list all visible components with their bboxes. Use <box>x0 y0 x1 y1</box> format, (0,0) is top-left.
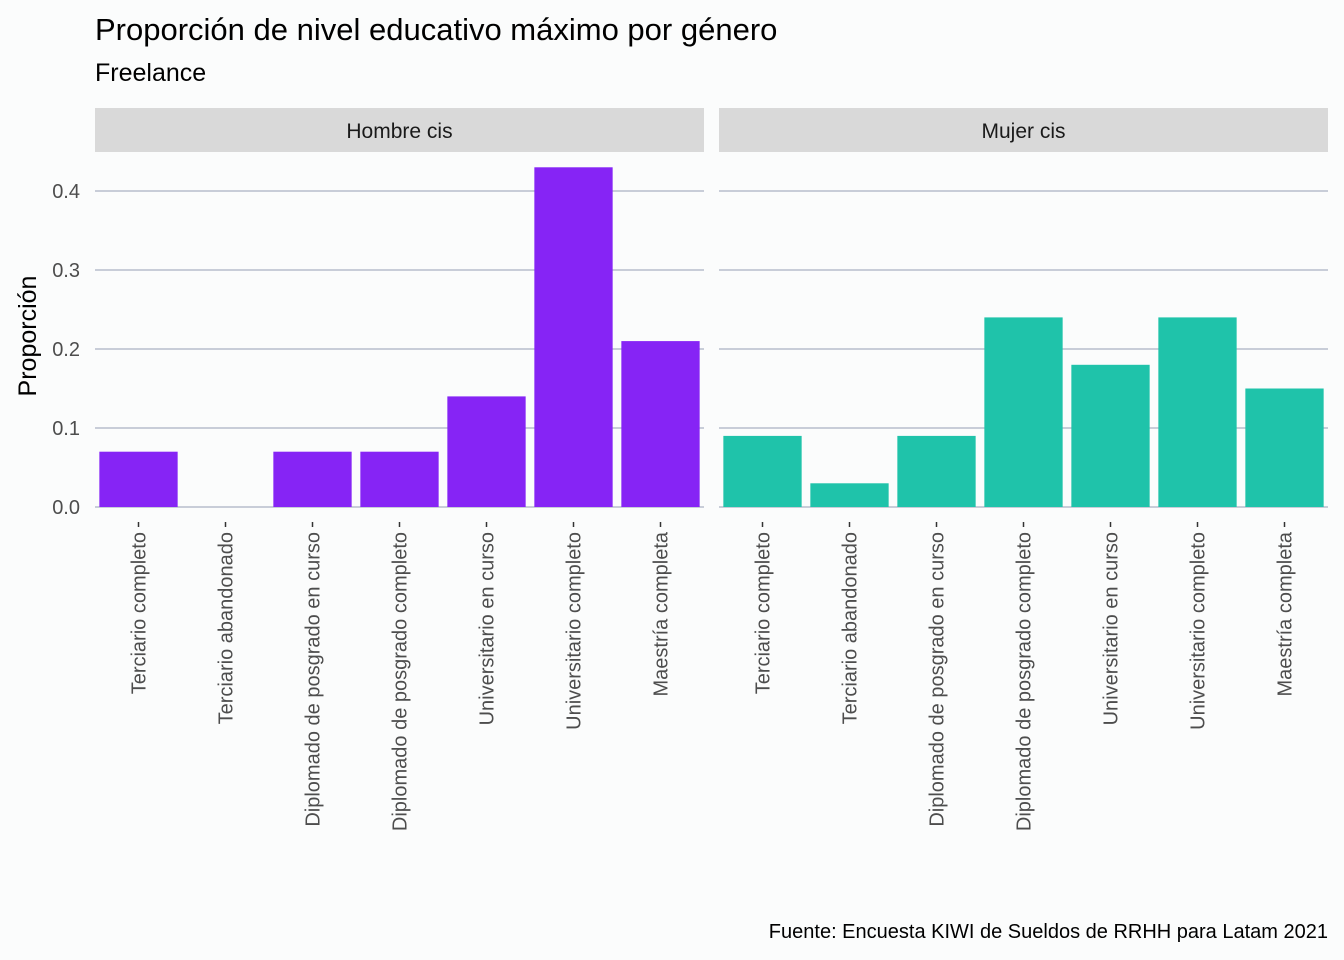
bar <box>621 341 700 507</box>
bar <box>447 396 526 507</box>
bar <box>897 435 976 507</box>
x-tick-label: Diplomado de posgrado en curso <box>927 532 949 827</box>
y-tick-label: 0.3 <box>52 260 80 282</box>
x-tick-label: Universitario completo <box>564 532 586 730</box>
bar <box>360 451 439 507</box>
y-tick-label: 0.0 <box>52 497 80 519</box>
y-tick-label: 0.2 <box>52 339 80 361</box>
bar <box>1158 317 1237 507</box>
x-tick-label: Universitario en curso <box>1101 532 1123 725</box>
bar <box>534 167 613 508</box>
x-tick-label: Maestría completa <box>651 531 673 696</box>
bar <box>99 451 178 507</box>
x-tick-label: Universitario en curso <box>477 532 499 725</box>
x-tick-label: Terciario abandonado <box>216 532 238 724</box>
bar <box>984 317 1063 507</box>
x-tick-label: Universitario completo <box>1188 532 1210 730</box>
facet-strip-label: Mujer cis <box>981 120 1065 143</box>
facet-strip <box>95 108 704 152</box>
x-tick-label: Terciario completo <box>753 532 775 694</box>
x-tick-label: Diplomado de posgrado completo <box>390 532 412 831</box>
chart-caption: Fuente: Encuesta KIWI de Sueldos de RRHH… <box>768 921 1328 943</box>
x-tick-label: Maestría completa <box>1275 531 1297 696</box>
bar <box>1245 388 1324 507</box>
bar <box>723 435 802 507</box>
y-axis-label: Proporción <box>14 276 42 397</box>
chart-title: Proporción de nivel educativo máximo por… <box>95 12 778 47</box>
x-tick-label: Diplomado de posgrado completo <box>1014 532 1036 831</box>
chart-subtitle: Freelance <box>95 59 207 87</box>
bar <box>810 483 889 507</box>
facet-strip-label: Hombre cis <box>346 120 452 143</box>
x-tick-label: Terciario abandonado <box>840 532 862 724</box>
bar <box>1071 364 1150 507</box>
bar <box>273 451 352 507</box>
facet-strip <box>719 108 1328 152</box>
y-tick-label: 0.1 <box>52 418 80 440</box>
x-tick-label: Diplomado de posgrado en curso <box>303 532 325 827</box>
y-tick-label: 0.4 <box>52 181 80 203</box>
x-tick-label: Terciario completo <box>129 532 151 694</box>
